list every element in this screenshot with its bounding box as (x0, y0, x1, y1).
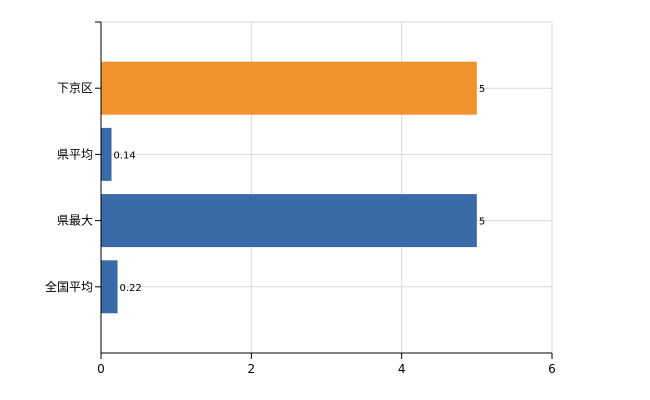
bar (101, 194, 477, 248)
y-tick-label: 全国平均 (45, 279, 93, 294)
y-tick-label: 県平均 (57, 147, 93, 161)
x-tick-label: 0 (97, 362, 105, 376)
x-tick-label: 6 (548, 362, 556, 376)
labels: 5 0.14 5 0.22 (114, 84, 486, 294)
data-label: 0.22 (120, 283, 142, 294)
bar (101, 127, 112, 181)
y-tick-label: 県最大 (57, 214, 93, 228)
x-tick-label: 4 (398, 362, 406, 376)
bar (101, 260, 118, 314)
bar (101, 61, 477, 115)
data-label: 5 (479, 84, 485, 95)
data-label: 0.14 (114, 150, 136, 161)
data-label: 5 (479, 217, 485, 228)
x-tick-label: 2 (248, 362, 256, 376)
y-tick-label: 下京区 (57, 81, 93, 95)
bars (101, 61, 477, 314)
